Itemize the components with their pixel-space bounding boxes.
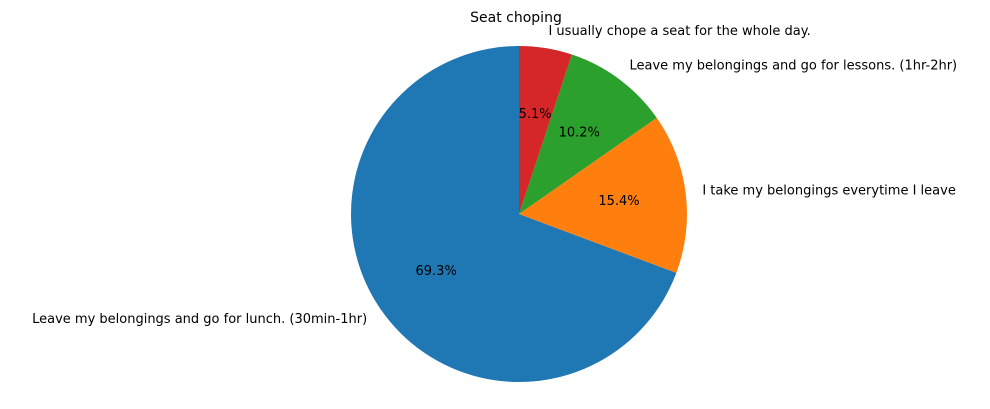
pie-percent-label-3: 10.2% [559,126,600,141]
pie-slices [351,46,688,383]
pie-category-label-2: I take my belongings everytime I leave [702,183,956,198]
pie-slice-1 [351,46,677,383]
pie-percent-label-1: 69.3% [416,264,457,279]
pie-slice-4 [519,46,572,214]
percent-labels: 69.3% 15.4% 10.2% 5.1% [416,107,640,279]
pie-percent-label-4: 5.1% [519,107,552,122]
category-labels: Leave my belongings and go for lunch. (3… [32,24,957,327]
pie-category-label-4: I usually chope a seat for the whole day… [548,24,810,39]
pie-category-label-1: Leave my belongings and go for lunch. (3… [32,312,367,327]
chart-title: Seat choping [470,10,562,26]
pie-slice-3 [519,54,657,214]
pie-category-label-3: Leave my belongings and go for lessons. … [629,58,957,73]
pie-percent-label-2: 15.4% [598,194,639,209]
pie-slice-2 [519,117,688,273]
